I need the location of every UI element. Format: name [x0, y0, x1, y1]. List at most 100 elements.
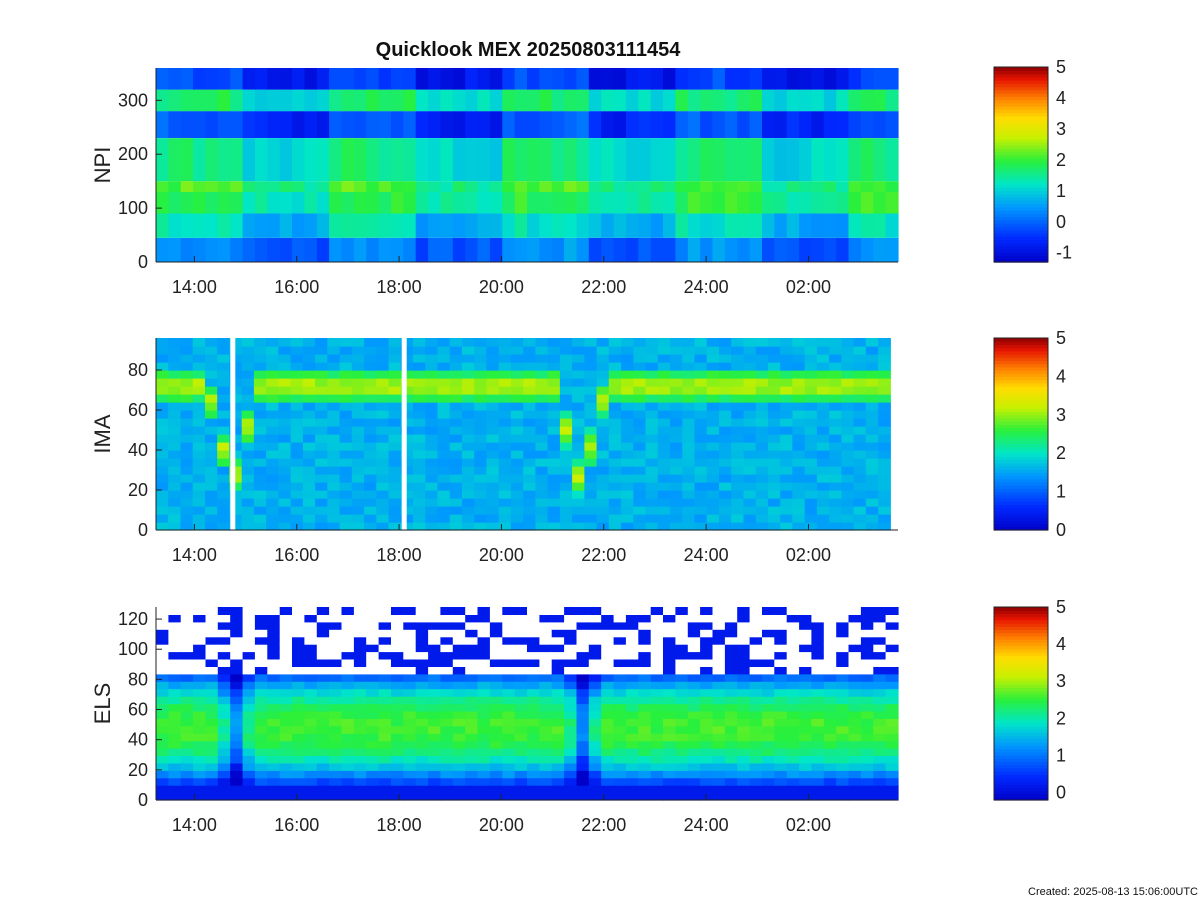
colorbar-swatch: [994, 459, 1048, 464]
heatmap-cell: [292, 777, 305, 786]
heatmap-cell: [608, 338, 622, 347]
heatmap-cell: [168, 522, 181, 531]
heatmap-cell: [780, 402, 793, 411]
heatmap-cell: [873, 785, 887, 794]
heatmap-cell: [584, 338, 598, 347]
heatmap-cell: [687, 666, 701, 675]
heatmap-cell: [315, 426, 328, 435]
heatmap-cell: [650, 762, 664, 771]
heatmap-cell: [302, 506, 316, 515]
heatmap-cell: [304, 659, 318, 667]
heatmap-cell: [489, 89, 503, 112]
y-tick-label: 0: [138, 520, 148, 540]
colorbar-swatch: [994, 411, 1048, 416]
heatmap-cell: [535, 410, 549, 419]
heatmap-cell: [253, 354, 267, 363]
heatmap-cell: [645, 474, 659, 483]
heatmap-cell: [816, 498, 830, 507]
heatmap-cell: [527, 621, 540, 630]
heatmap-cell: [865, 514, 879, 523]
heatmap-cell: [559, 338, 573, 347]
colorbar-swatch: [994, 485, 1048, 489]
heatmap-cell: [625, 792, 639, 801]
heatmap-cell: [217, 748, 231, 756]
heatmap-cell: [547, 498, 561, 507]
heatmap-cell: [378, 740, 392, 749]
heatmap-cell: [650, 755, 664, 764]
heatmap-cell: [366, 725, 380, 734]
heatmap-cell: [588, 621, 602, 630]
heatmap-cell: [205, 458, 218, 467]
heatmap-cell: [498, 506, 512, 515]
heatmap-cell: [502, 614, 516, 623]
heatmap-cell: [437, 482, 451, 491]
heatmap-cell: [596, 418, 610, 427]
heatmap-cell: [400, 498, 414, 507]
colorbar-swatch: [994, 456, 1048, 461]
heatmap-cell: [253, 418, 267, 427]
heatmap-cell: [816, 394, 830, 403]
heatmap-cell: [731, 426, 744, 435]
heatmap-cell: [304, 629, 318, 638]
heatmap-cell: [670, 522, 683, 531]
heatmap-cell: [625, 762, 639, 771]
heatmap-cell: [400, 458, 414, 467]
heatmap-cell: [168, 688, 182, 697]
heatmap-cell: [633, 410, 647, 419]
heatmap-cell: [572, 442, 585, 451]
heatmap-cell: [675, 666, 689, 675]
heatmap-cell: [267, 785, 281, 794]
heatmap-cell: [737, 651, 751, 660]
heatmap-cell: [329, 733, 343, 742]
heatmap-cell: [241, 402, 255, 411]
heatmap-cell: [486, 474, 500, 483]
heatmap-cell: [527, 748, 540, 756]
heatmap-cell: [576, 688, 590, 697]
heatmap-cell: [786, 740, 800, 749]
heatmap-cell: [811, 621, 825, 630]
heatmap-cell: [657, 354, 671, 363]
heatmap-cell: [576, 68, 590, 90]
heatmap-cell: [576, 607, 590, 615]
heatmap-cell: [878, 490, 891, 499]
heatmap-cell: [168, 629, 182, 638]
colorbar-swatch: [994, 764, 1048, 769]
heatmap-cell: [700, 607, 714, 615]
heatmap-cell: [551, 621, 565, 630]
heatmap-cell: [650, 138, 664, 182]
heatmap-cell: [168, 418, 181, 427]
heatmap-cell: [539, 770, 553, 779]
heatmap-cell: [719, 410, 732, 419]
heatmap-cell: [510, 346, 524, 355]
heatmap-cell: [425, 426, 439, 435]
heatmap-cell: [290, 458, 304, 467]
heatmap-cell: [885, 68, 899, 90]
heatmap-cell: [712, 181, 726, 192]
heatmap-cell: [860, 181, 874, 192]
heatmap-cell: [315, 434, 328, 443]
heatmap-cell: [292, 89, 305, 112]
heatmap-cell: [366, 213, 380, 238]
heatmap-cell: [559, 434, 573, 443]
heatmap-cell: [767, 402, 781, 411]
heatmap-cell: [584, 450, 598, 459]
heatmap-cell: [799, 111, 813, 138]
heatmap-cell: [489, 696, 503, 705]
heatmap-cell: [156, 644, 169, 653]
heatmap-cell: [510, 386, 524, 395]
heatmap-cell: [229, 522, 243, 531]
heatmap-cell: [885, 629, 899, 638]
heatmap-cell: [749, 733, 763, 742]
heatmap-cell: [762, 755, 775, 764]
heatmap-cell: [266, 490, 279, 499]
heatmap-cell: [774, 710, 788, 719]
heatmap-cell: [180, 418, 194, 427]
heatmap-cell: [804, 378, 818, 387]
heatmap-cell: [601, 191, 615, 214]
heatmap-cell: [378, 770, 392, 779]
heatmap-cell: [230, 725, 244, 734]
heatmap-cell: [774, 181, 788, 192]
heatmap-cell: [749, 181, 763, 192]
heatmap-cell: [743, 466, 757, 475]
heatmap-cell: [452, 191, 466, 214]
